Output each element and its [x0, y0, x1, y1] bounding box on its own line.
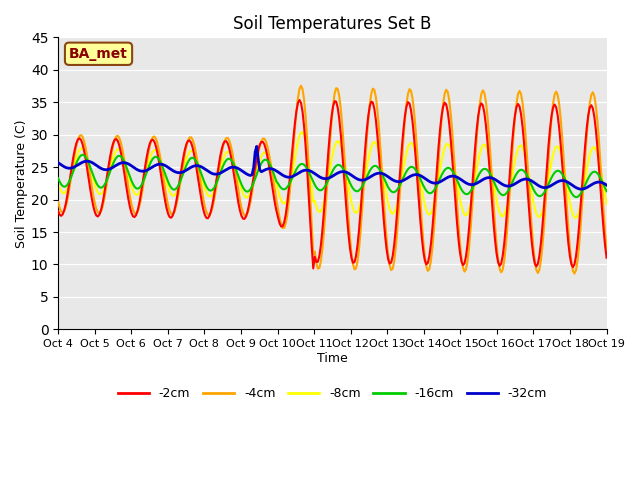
- Y-axis label: Soil Temperature (C): Soil Temperature (C): [15, 119, 28, 248]
- Text: BA_met: BA_met: [69, 47, 128, 61]
- Legend: -2cm, -4cm, -8cm, -16cm, -32cm: -2cm, -4cm, -8cm, -16cm, -32cm: [113, 382, 552, 405]
- X-axis label: Time: Time: [317, 352, 348, 365]
- Title: Soil Temperatures Set B: Soil Temperatures Set B: [233, 15, 431, 33]
